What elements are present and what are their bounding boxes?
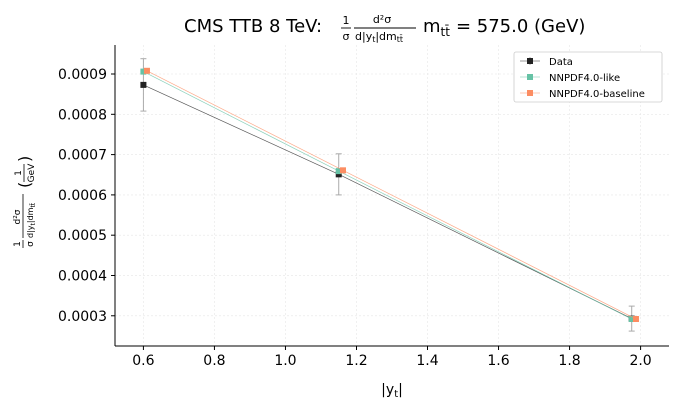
title-frac1-num: 1 [343,14,350,27]
title-suffix: mtt̄ = 575.0 (GeV) [423,16,585,39]
legend-label: Data [549,57,573,68]
axes [114,45,669,347]
ylabel-frac1-num: 1 [13,241,23,247]
ylabel-paren-open: ( [15,182,34,188]
x-tick-label: 2.0 [629,353,651,369]
title-frac2-num: d²σ [373,13,391,26]
series-nnpdf4-0-baseline [143,67,639,323]
chart-title: CMS TTB 8 TeV: 1 σ d²σ d|yt|dmtt̄ mtt̄ = … [184,13,585,44]
legend-swatch-marker [527,74,533,80]
data-point [140,68,147,75]
legend-item: NNPDF4.0-like [520,73,620,84]
x-tick-label: 1.0 [274,353,296,369]
series [140,58,639,332]
ylabel-unit-den: GeV [27,163,37,183]
x-tick-label: 1.6 [487,353,509,369]
legend-item: Data [520,57,573,68]
data-point [143,67,150,74]
legend-item: NNPDF4.0-baseline [520,89,645,100]
data-point [335,171,342,178]
x-tick-label: 1.2 [345,353,367,369]
title-prefix: CMS TTB 8 TeV: [184,16,322,37]
legend-swatch-marker [527,58,533,64]
title-frac2-den: d|yt|dmtt̄ [355,30,403,44]
data-point [339,167,346,174]
legend: Data NNPDF4.0-like NNPDF4.0-baseline [513,51,663,103]
y-tick-label: 0.0006 [58,188,107,204]
data-point [632,316,639,323]
legend-label: NNPDF4.0-baseline [549,89,645,100]
ylabel-paren-close: ) [15,156,34,162]
x-ticks: 0.6 0.8 1.0 1.2 1.4 1.6 1.8 2.0 [132,346,652,369]
y-tick-label: 0.0009 [58,67,107,83]
y-tick-label: 0.0008 [58,107,107,123]
title-frac1-den: σ [343,30,350,43]
x-tick-label: 1.8 [558,353,580,369]
y-tick-label: 0.0005 [58,228,107,244]
y-axis-label: 1 σ d²σ d|yt|dmtt̄ ( 1 GeV ) [13,156,37,248]
legend-label: NNPDF4.0-like [549,73,620,84]
ylabel-frac2-den: d|yt|dmtt̄ [26,202,37,238]
series-line [143,84,632,319]
ylabel-frac2-num: d²σ [13,209,23,224]
x-tick-label: 1.4 [416,353,438,369]
ylabel-unit-num: 1 [14,170,24,176]
series-nnpdf4-0-like [140,68,635,323]
data-point [335,168,342,175]
legend-swatch-marker [527,90,533,96]
ylabel-frac1-den: σ [26,241,36,247]
y-ticks: 0.0003 0.0004 0.0005 0.0006 0.0007 0.0008 0.00… [58,67,115,325]
data-point [628,316,635,323]
x-tick-label: 0.6 [132,353,154,369]
y-tick-label: 0.0003 [58,309,107,325]
legend-box [513,51,663,103]
y-tick-label: 0.0007 [58,148,107,164]
x-tick-label: 0.8 [203,353,225,369]
data-point [140,81,147,88]
y-tick-label: 0.0004 [58,268,107,284]
x-axis-label: |yt| [381,382,403,400]
series-line [143,71,632,320]
